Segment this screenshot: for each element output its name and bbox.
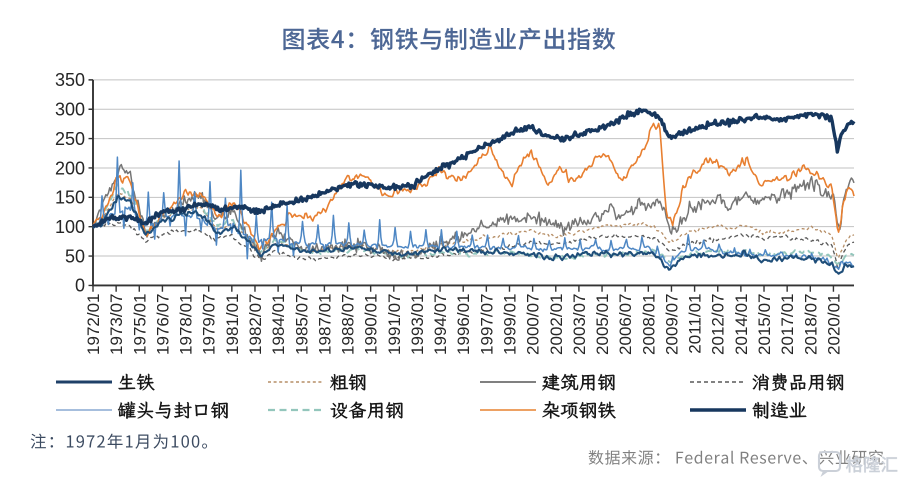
svg-text:1973/07: 1973/07 (107, 294, 126, 355)
svg-text:2006/07: 2006/07 (616, 294, 635, 355)
svg-text:2014/01: 2014/01 (732, 294, 751, 355)
svg-text:2000/07: 2000/07 (524, 294, 543, 355)
svg-text:1991/07: 1991/07 (385, 294, 404, 355)
svg-text:2011/01: 2011/01 (686, 294, 705, 354)
svg-text:1975/01: 1975/01 (130, 294, 149, 355)
svg-text:150: 150 (55, 188, 85, 208)
svg-text:300: 300 (55, 100, 85, 120)
svg-text:2008/01: 2008/01 (639, 294, 658, 355)
svg-text:1978/01: 1978/01 (177, 294, 196, 355)
svg-text:100: 100 (55, 217, 85, 237)
svg-text:2005/01: 2005/01 (593, 294, 612, 355)
svg-text:2009/07: 2009/07 (662, 294, 681, 355)
svg-text:1979/07: 1979/07 (200, 294, 219, 355)
svg-text:2020/01: 2020/01 (824, 294, 843, 355)
svg-text:1981/01: 1981/01 (223, 294, 242, 355)
svg-text:1994/07: 1994/07 (431, 294, 450, 355)
svg-text:2003/07: 2003/07 (570, 294, 589, 355)
svg-text:200: 200 (55, 158, 85, 178)
svg-text:1987/01: 1987/01 (315, 294, 334, 355)
svg-text:2017/01: 2017/01 (778, 294, 797, 355)
svg-text:1996/01: 1996/01 (454, 294, 473, 355)
svg-text:1985/07: 1985/07 (292, 294, 311, 355)
svg-text:250: 250 (55, 129, 85, 149)
svg-text:1997/07: 1997/07 (477, 294, 496, 355)
svg-text:2018/07: 2018/07 (801, 294, 820, 355)
svg-text:1972/01: 1972/01 (84, 294, 103, 355)
svg-text:1993/01: 1993/01 (408, 294, 427, 355)
svg-text:50: 50 (65, 246, 85, 266)
svg-text:350: 350 (55, 70, 85, 90)
svg-text:2012/07: 2012/07 (709, 294, 728, 355)
svg-text:0: 0 (75, 276, 85, 296)
svg-text:1976/07: 1976/07 (153, 294, 172, 355)
svg-text:2002/01: 2002/01 (547, 294, 566, 355)
svg-text:1990/01: 1990/01 (362, 294, 381, 355)
svg-text:1982/07: 1982/07 (246, 294, 265, 355)
svg-text:1984/01: 1984/01 (269, 294, 288, 355)
svg-text:1999/01: 1999/01 (500, 294, 519, 355)
svg-text:2015/07: 2015/07 (755, 294, 774, 355)
svg-text:1988/07: 1988/07 (339, 294, 358, 355)
